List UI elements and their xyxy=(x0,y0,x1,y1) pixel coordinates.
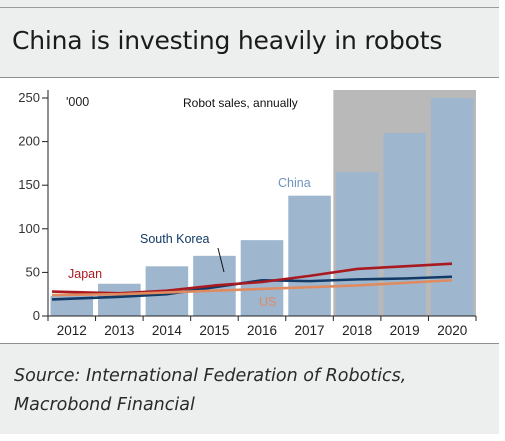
series-label-south-korea: South Korea xyxy=(140,232,210,246)
y-tick-label-0: 0 xyxy=(33,308,40,323)
bar-china-2018 xyxy=(335,172,379,316)
x-tick-label-2019: 2019 xyxy=(390,323,420,338)
bar-china-2016 xyxy=(240,240,284,316)
y-tick-label-150: 150 xyxy=(18,177,40,192)
bar-china-2020 xyxy=(430,98,474,316)
x-tick-label-2013: 2013 xyxy=(104,323,134,338)
x-tick-label-2016: 2016 xyxy=(247,323,277,338)
x-tick-label-2012: 2012 xyxy=(57,323,87,338)
bar-china-2013 xyxy=(98,283,141,316)
y-tick-label-200: 200 xyxy=(18,134,40,149)
bar-china-2017 xyxy=(288,195,331,316)
x-tick-label-2015: 2015 xyxy=(199,323,229,338)
series-label-china: China xyxy=(278,176,311,190)
y-tick-label-100: 100 xyxy=(18,221,40,236)
source-note: Source: International Federation of Robo… xyxy=(14,366,407,415)
chart-svg: 0 50 100 150 200 250 2012 2013 2014 2015 2016 2017 2… xyxy=(18,90,477,338)
x-tick-label-2014: 2014 xyxy=(152,323,183,338)
top-rule xyxy=(0,7,499,8)
y-tick-label-250: 250 xyxy=(18,90,40,105)
x-tick-label-2020: 2020 xyxy=(437,323,467,338)
line-us xyxy=(51,278,453,297)
bar-china-2019 xyxy=(383,132,426,316)
line-south-korea xyxy=(51,275,453,301)
chart-title: China is investing heavily in robots xyxy=(12,26,443,55)
series-label-us: US xyxy=(259,295,276,309)
x-tick-label-2018: 2018 xyxy=(342,323,372,338)
bar-china-2012 xyxy=(50,295,94,316)
south-korea-leader-line xyxy=(217,247,225,273)
series-label-japan: Japan xyxy=(68,267,102,281)
source-divider xyxy=(0,343,499,344)
y-tick-label-50: 50 xyxy=(26,264,40,279)
chart-card: China is investing heavily in robots 0 50… xyxy=(0,0,499,434)
x-tick-label-2017: 2017 xyxy=(295,323,325,338)
chart-annotation: Robot sales, annually xyxy=(183,96,298,110)
title-divider xyxy=(0,77,499,78)
unit-label: '000 xyxy=(66,95,89,109)
